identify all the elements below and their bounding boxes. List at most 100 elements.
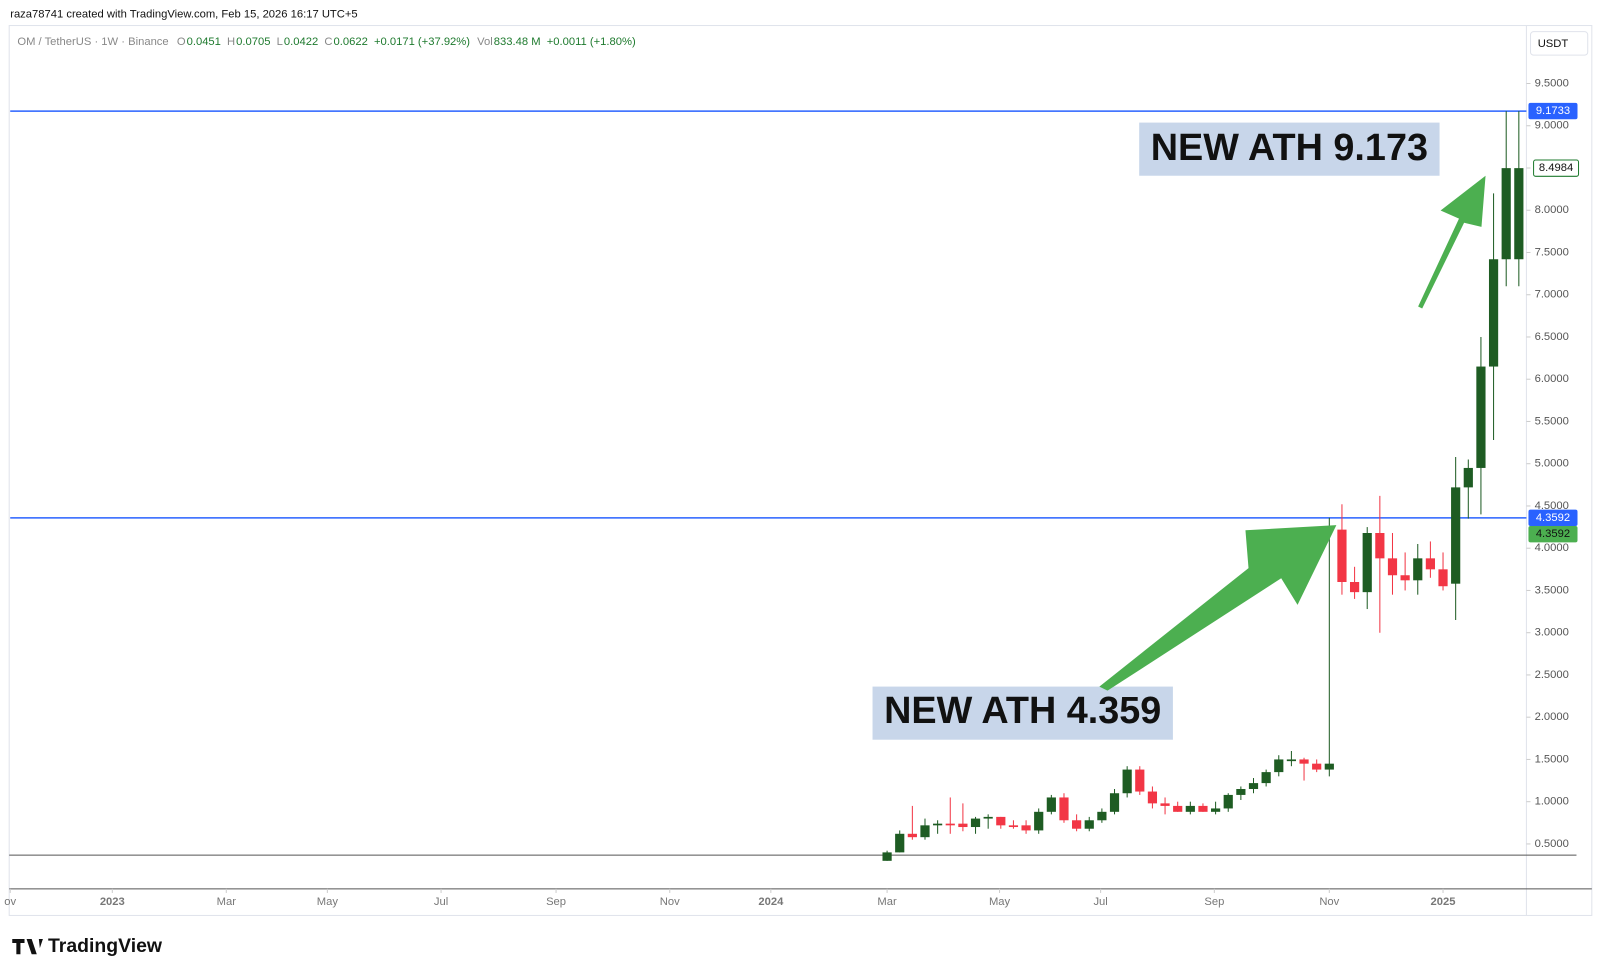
candle-body [1046, 797, 1056, 812]
candle-body [1072, 820, 1082, 829]
header: raza78741 created with TradingView.com, … [10, 8, 357, 20]
candle-body [1324, 763, 1334, 770]
y-tick-label: 7.5000 [1535, 246, 1569, 258]
y-tick-label: 7.0000 [1535, 289, 1569, 301]
candle-body [895, 833, 905, 853]
candle-body [907, 833, 917, 838]
y-tick-label: 4.5000 [1535, 500, 1569, 512]
close-tag-label: 8.4984 [1539, 162, 1573, 174]
candle-body [1261, 772, 1271, 784]
candle-body [1097, 811, 1107, 821]
y-tick-label: 8.0000 [1535, 204, 1569, 216]
arrow [1099, 525, 1337, 691]
price-tag [1528, 509, 1578, 527]
candle-body [920, 825, 930, 838]
x-tick-label: Nov [1319, 896, 1339, 908]
candle-body [1514, 168, 1524, 260]
price-tag [1528, 102, 1578, 120]
legend-text: C [324, 36, 332, 48]
legend: OM / TetherUS · 1W · Binance O 0.0451 H 0.07… [17, 36, 636, 48]
candle-body [1438, 569, 1448, 587]
legend-text: 0.0451 [187, 36, 221, 48]
price-tag-label: 9.1733 [1536, 105, 1570, 117]
candle-body [1400, 575, 1410, 581]
candle-body [1198, 805, 1208, 812]
currency-box[interactable] [1529, 31, 1589, 56]
candle-body [1274, 759, 1284, 773]
candle-body [1501, 168, 1511, 260]
logo: TradingView [48, 935, 163, 957]
candle-body [882, 852, 892, 861]
legend-text: H [227, 36, 235, 48]
candle-body [1211, 808, 1221, 812]
y-tick-label: 0.5000 [1535, 838, 1569, 850]
legend-text: 833.48 M [494, 36, 541, 48]
candle-body [1109, 793, 1120, 812]
candle-body [1223, 794, 1233, 809]
last-price-label: 4.3592 [1536, 528, 1570, 540]
y-tick-label: 3.5000 [1535, 584, 1569, 596]
legend-text: +0.0011 (+1.80%) [547, 36, 636, 48]
last-price-tag [1528, 526, 1578, 543]
candle-body [970, 818, 981, 828]
y-tick-label: 2.5000 [1535, 669, 1569, 681]
candle-body [1337, 529, 1347, 583]
candle-body [1299, 759, 1309, 764]
y-tick-label: 1.0000 [1535, 796, 1569, 808]
x-tick-label: May [317, 896, 339, 908]
x-tick-label: Mar [217, 896, 237, 908]
candle-body [933, 823, 943, 826]
candle-body [1375, 532, 1385, 559]
y-tick-label: 6.0000 [1535, 373, 1569, 385]
x-tick-label: ov [4, 896, 16, 908]
candle-body [1463, 467, 1473, 488]
price-tag-label: 4.3592 [1536, 512, 1570, 524]
candle-body [1160, 803, 1170, 806]
candle-body [1021, 825, 1031, 831]
candle-body [1008, 825, 1019, 828]
legend-text: OM / TetherUS · 1W · Binance [17, 36, 168, 48]
legend-text: L [277, 36, 283, 48]
arrow [1418, 175, 1486, 309]
x-tick-label: Mar [877, 896, 897, 908]
candle-body [1034, 811, 1044, 831]
candle-body [1147, 791, 1158, 804]
x-tick-label: 2023 [100, 896, 125, 908]
currency: USDT [1538, 38, 1569, 50]
candle-body [1135, 769, 1145, 792]
y-tick-label: 4.0000 [1535, 542, 1569, 554]
candle-body [945, 823, 955, 826]
y-tick-label: 3.0000 [1535, 627, 1569, 639]
x-tick-label: Jul [1093, 896, 1107, 908]
legend-text: 0.0622 [334, 36, 368, 48]
annotation-box [1139, 122, 1440, 176]
candle-body [1173, 805, 1183, 812]
candle-body [1387, 558, 1398, 576]
y-tick-label: 1.5000 [1535, 753, 1569, 765]
x-tick-label: May [989, 896, 1011, 908]
x-tick-label: Jul [434, 896, 448, 908]
x-tick-label: Sep [546, 896, 566, 908]
candle-body [1362, 532, 1372, 593]
logo-mark [12, 938, 43, 955]
candle-body [1236, 789, 1246, 795]
y-tick-label: 5.0000 [1535, 458, 1569, 470]
candle-body [1451, 487, 1461, 584]
y-tick-label: 2.0000 [1535, 711, 1569, 723]
x-tick-label: Sep [1204, 896, 1224, 908]
candle-body [996, 816, 1006, 826]
y-tick-label: 6.5000 [1535, 331, 1569, 343]
candle-body [1122, 769, 1132, 794]
candle-body [1476, 366, 1486, 468]
y-tick-label: 9.0000 [1535, 120, 1569, 132]
legend-text: Vol [477, 36, 493, 48]
x-tick-label: 2025 [1431, 896, 1456, 908]
annotation-box [872, 686, 1173, 740]
legend-text: 0.0705 [236, 36, 270, 48]
candle-body [1185, 805, 1195, 812]
candle-body [1248, 783, 1259, 790]
x-tick-label: 2024 [758, 896, 784, 908]
close-tag [1533, 159, 1580, 177]
legend-text: +0.0171 (+37.92%) [374, 36, 470, 48]
